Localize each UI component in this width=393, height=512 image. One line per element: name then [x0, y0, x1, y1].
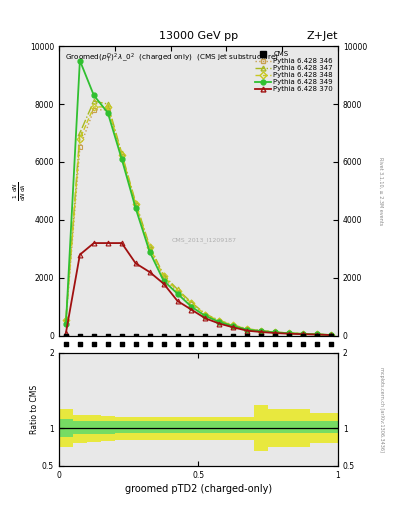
Text: mcplots.cern.ch [arXiv:1306.3436]: mcplots.cern.ch [arXiv:1306.3436]	[379, 367, 384, 452]
Point	[147, 340, 153, 348]
Point	[244, 340, 250, 348]
Point	[132, 340, 139, 348]
Point	[202, 340, 209, 348]
Point	[300, 340, 306, 348]
Point	[300, 332, 306, 340]
Point	[258, 332, 264, 340]
Point	[188, 332, 195, 340]
Point	[328, 340, 334, 348]
Point	[272, 340, 278, 348]
Point	[216, 332, 222, 340]
Point	[286, 332, 292, 340]
Point	[314, 340, 320, 348]
Point	[272, 332, 278, 340]
Point	[91, 340, 97, 348]
Point	[314, 332, 320, 340]
Point	[244, 332, 250, 340]
Point	[216, 340, 222, 348]
Point	[202, 332, 209, 340]
Point	[105, 332, 111, 340]
Point	[105, 340, 111, 348]
Text: 13000 GeV pp: 13000 GeV pp	[159, 31, 238, 41]
Text: Rivet 3.1.10, ≥ 2.3M events: Rivet 3.1.10, ≥ 2.3M events	[379, 157, 384, 225]
Point	[230, 340, 237, 348]
Text: Z+Jet: Z+Jet	[307, 31, 338, 41]
Y-axis label: $\frac{1}{\mathrm{d}N}\frac{\mathrm{d}N}{\mathrm{d}\lambda}$: $\frac{1}{\mathrm{d}N}\frac{\mathrm{d}N}…	[12, 181, 28, 201]
Point	[77, 332, 83, 340]
Point	[119, 340, 125, 348]
Point	[77, 340, 83, 348]
Point	[286, 340, 292, 348]
Point	[328, 332, 334, 340]
Point	[119, 332, 125, 340]
Point	[91, 332, 97, 340]
Point	[132, 332, 139, 340]
X-axis label: groomed pTD2 (charged-only): groomed pTD2 (charged-only)	[125, 484, 272, 494]
Text: CMS_2013_I1209187: CMS_2013_I1209187	[172, 238, 237, 243]
Legend: CMS, Pythia 6.428 346, Pythia 6.428 347, Pythia 6.428 348, Pythia 6.428 349, Pyt: CMS, Pythia 6.428 346, Pythia 6.428 347,…	[254, 50, 334, 94]
Point	[258, 340, 264, 348]
Point	[63, 340, 69, 348]
Point	[63, 332, 69, 340]
Point	[174, 340, 181, 348]
Point	[188, 340, 195, 348]
Point	[160, 340, 167, 348]
Text: Groomed$(p_T^D)^2\,\lambda\_0^2$  (charged only)  (CMS jet substructure): Groomed$(p_T^D)^2\,\lambda\_0^2$ (charge…	[64, 52, 279, 65]
Point	[160, 332, 167, 340]
Y-axis label: Ratio to CMS: Ratio to CMS	[30, 385, 39, 434]
Point	[147, 332, 153, 340]
Point	[174, 332, 181, 340]
Point	[230, 332, 237, 340]
